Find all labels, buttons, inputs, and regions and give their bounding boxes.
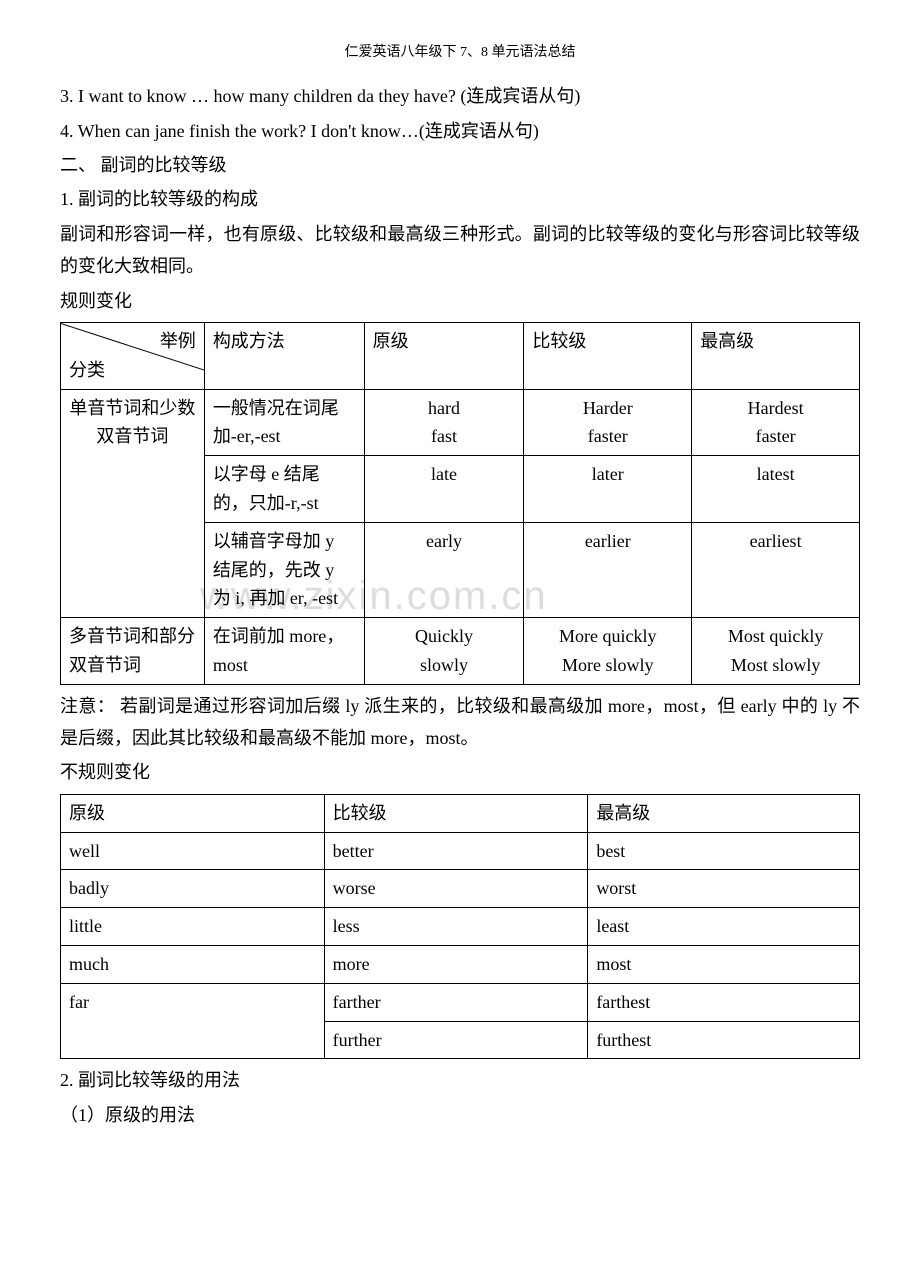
table-cell: 以字母 e 结尾的，只加-r,-st — [204, 456, 364, 523]
table-cell: More quicklyMore slowly — [524, 618, 692, 685]
table-cell: least — [588, 908, 860, 946]
table-cell: 多音节词和部分双音节词 — [61, 618, 205, 685]
table-cell: worse — [324, 870, 588, 908]
table-cell: far — [61, 983, 325, 1059]
table-cell: better — [324, 832, 588, 870]
table-cell: less — [324, 908, 588, 946]
text-line: 注意： 若副词是通过形容词加后缀 ly 派生来的，比较级和最高级加 more，m… — [60, 690, 860, 755]
table-row: far farther farthest — [61, 983, 860, 1021]
table-cell: 单音节词和少数双音节词 — [61, 389, 205, 618]
table-cell: 以辅音字母加 y 结尾的，先改 y 为 i, 再加 er, -est — [204, 522, 364, 617]
table-cell: well — [61, 832, 325, 870]
table-cell: best — [588, 832, 860, 870]
text-line: 1. 副词的比较等级的构成 — [60, 183, 860, 215]
table-header-diag: 举例 分类 — [61, 322, 205, 389]
table-cell: more — [324, 946, 588, 984]
regular-changes-table: 举例 分类 构成方法 原级 比较级 最高级 单音节词和少数双音节词 一般情况在词… — [60, 322, 860, 685]
table-cell: badly — [61, 870, 325, 908]
table-cell: much — [61, 946, 325, 984]
text-line: 3. I want to know … how many children da… — [60, 80, 860, 112]
table-cell: Most quicklyMost slowly — [692, 618, 860, 685]
table-cell: Hardestfaster — [692, 389, 860, 456]
table-cell: early — [364, 522, 524, 617]
table-cell: latest — [692, 456, 860, 523]
table-cell: 一般情况在词尾加-er,-est — [204, 389, 364, 456]
table-cell: furthest — [588, 1021, 860, 1059]
table-header-row: 原级 比较级 最高级 — [61, 794, 860, 832]
table-cell: earliest — [692, 522, 860, 617]
page-header: 仁爱英语八年级下 7、8 单元语法总结 — [60, 40, 860, 65]
table-header-row: 举例 分类 构成方法 原级 比较级 最高级 — [61, 322, 860, 389]
table-cell: little — [61, 908, 325, 946]
table-cell: most — [588, 946, 860, 984]
table-cell: Quicklyslowly — [364, 618, 524, 685]
table-cell: earlier — [524, 522, 692, 617]
table-header-cell: 原级 — [364, 322, 524, 389]
table-row: badly worse worst — [61, 870, 860, 908]
text-line: 4. When can jane finish the work? I don'… — [60, 115, 860, 147]
table-header-cell: 比较级 — [524, 322, 692, 389]
table-header-cell: 最高级 — [588, 794, 860, 832]
text-line: 二、 副词的比较等级 — [60, 149, 860, 181]
text-line: 规则变化 — [60, 285, 860, 317]
table-cell: hardfast — [364, 389, 524, 456]
table-header-cell: 原级 — [61, 794, 325, 832]
table-header-cell: 最高级 — [692, 322, 860, 389]
table-cell: further — [324, 1021, 588, 1059]
table-header-cell: 构成方法 — [204, 322, 364, 389]
text-line: 2. 副词比较等级的用法 — [60, 1064, 860, 1096]
diag-bot: 分类 — [69, 356, 196, 385]
table-cell: farther — [324, 983, 588, 1021]
page-content: 仁爱英语八年级下 7、8 单元语法总结 3. I want to know … … — [60, 40, 860, 1131]
table-row: much more most — [61, 946, 860, 984]
table-row: well better best — [61, 832, 860, 870]
diag-top: 举例 — [69, 327, 196, 356]
table-row: little less least — [61, 908, 860, 946]
table-cell: late — [364, 456, 524, 523]
table-cell: farthest — [588, 983, 860, 1021]
text-line: 不规则变化 — [60, 756, 860, 788]
table-cell: worst — [588, 870, 860, 908]
table-header-cell: 比较级 — [324, 794, 588, 832]
text-line: （1）原级的用法 — [60, 1099, 860, 1131]
irregular-changes-table: 原级 比较级 最高级 well better best badly worse … — [60, 794, 860, 1060]
text-line: 副词和形容词一样，也有原级、比较级和最高级三种形式。副词的比较等级的变化与形容词… — [60, 218, 860, 283]
table-row: 多音节词和部分双音节词 在词前加 more，most Quicklyslowly… — [61, 618, 860, 685]
table-cell: 在词前加 more，most — [204, 618, 364, 685]
table-row: 单音节词和少数双音节词 一般情况在词尾加-er,-est hardfast Ha… — [61, 389, 860, 456]
table-cell: later — [524, 456, 692, 523]
table-cell: Harderfaster — [524, 389, 692, 456]
